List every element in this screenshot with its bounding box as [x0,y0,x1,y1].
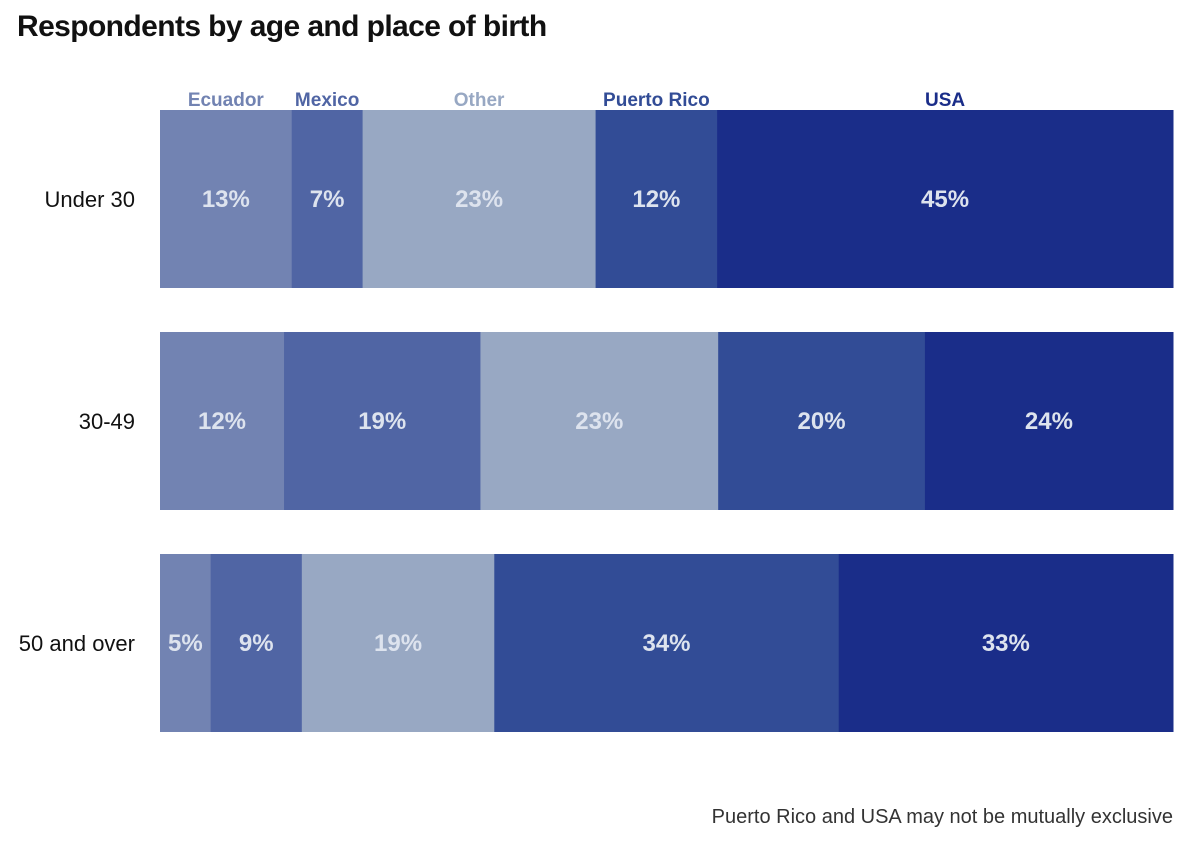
legend-item-usa: USA [925,90,965,111]
bar-segment-30-49-usa [924,332,1174,510]
bar-segment-30-49-other [480,332,719,510]
bar-segment-50-and-over-other [301,554,495,732]
legend-item-ecuador: Ecuador [188,90,265,111]
data-label-50-and-over-mexico: 9% [239,630,274,657]
chart-note: Puerto Rico and USA may not be mutually … [711,806,1173,828]
bar-segment-under-30-ecuador [160,110,293,288]
bar-segment-under-30-other [362,110,597,288]
bar-segment-30-49-mexico [284,332,481,510]
data-label-50-and-over-puerto-rico: 34% [642,630,690,657]
data-label-under-30-other: 23% [455,186,503,213]
data-label-30-49-other: 23% [575,408,623,435]
data-label-30-49-ecuador: 12% [198,408,246,435]
category-axis: Under 30 30-49 50 and over [19,187,135,656]
bar-segment-50-and-over-usa [838,554,1174,732]
bar-row-50-and-over: 5% 9% 19% 34% 33% [160,554,1174,732]
category-label-30-49: 30-49 [79,409,135,434]
bar-segment-50-and-over-puerto-rico [494,554,840,732]
data-label-30-49-mexico: 19% [358,408,406,435]
data-label-50-and-over-usa: 33% [982,630,1030,657]
bar-segment-30-49-puerto-rico [718,332,926,510]
legend: Ecuador Mexico Other Puerto Rico USA [188,90,966,111]
bar-segment-50-and-over-ecuador [160,554,212,732]
data-label-50-and-over-ecuador: 5% [168,630,203,657]
bar-row-under-30: 13% 7% 23% 12% 45% [160,110,1174,288]
bar-segment-50-and-over-mexico [210,554,303,732]
legend-item-other: Other [454,90,505,111]
data-label-30-49-usa: 24% [1025,408,1073,435]
data-label-under-30-ecuador: 13% [202,186,250,213]
bar-segment-under-30-mexico [291,110,364,288]
bar-segment-under-30-puerto-rico [595,110,718,288]
legend-item-mexico: Mexico [295,90,359,111]
category-label-under-30: Under 30 [44,187,135,212]
data-label-under-30-puerto-rico: 12% [632,186,680,213]
data-label-under-30-mexico: 7% [310,186,345,213]
data-label-30-49-puerto-rico: 20% [798,408,846,435]
legend-item-puerto-rico: Puerto Rico [603,90,710,111]
category-label-50-and-over: 50 and over [19,631,135,656]
bar-segment-30-49-ecuador [160,332,285,510]
bars: 13% 7% 23% 12% 45% 12% 19% 23% 20% 24% 5% 9% 19% 34% 3… [160,110,1174,732]
bar-segment-under-30-usa [717,110,1174,288]
bar-row-30-49: 12% 19% 23% 20% 24% [160,332,1174,510]
chart-title: Respondents by age and place of birth [17,10,547,43]
data-label-under-30-usa: 45% [921,186,969,213]
data-label-50-and-over-other: 19% [374,630,422,657]
